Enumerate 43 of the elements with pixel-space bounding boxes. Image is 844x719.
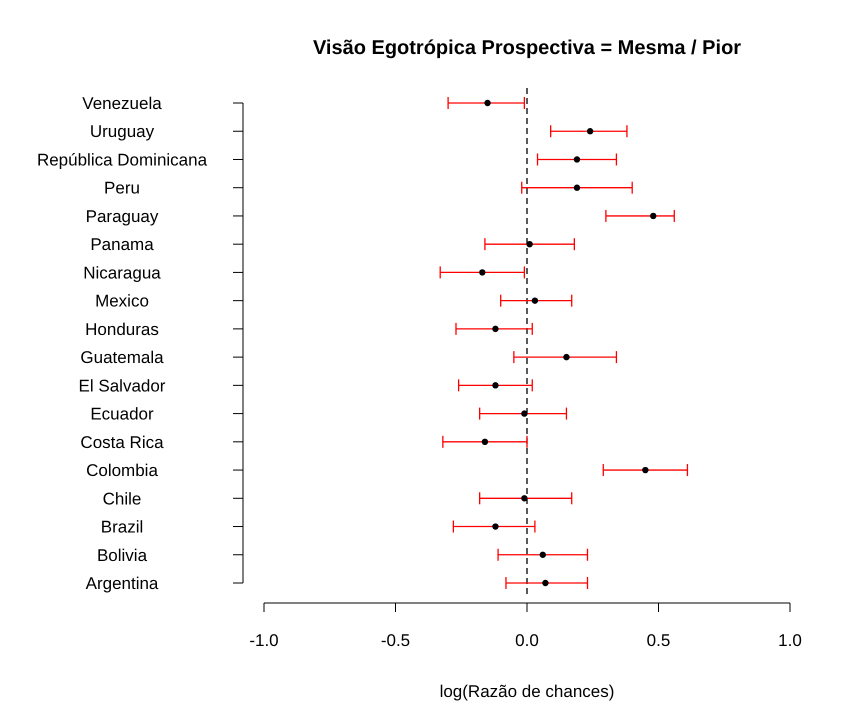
x-tick-label: 0.0 [515,631,539,650]
point [574,156,580,163]
y-tick-label: Guatemala [80,348,164,368]
y-tick-label: Nicaragua [83,263,162,282]
point [521,495,528,502]
x-tick-label: -0.5 [380,631,410,650]
point [540,552,546,558]
y-tick-label: Uruguay [90,122,155,142]
chart-title: Visão Egotrópica Prospectiva = Mesma / Pior [312,37,742,59]
y-tick-label: República Dominicana [36,150,208,170]
point [526,240,533,248]
y-tick-label: Honduras [85,320,159,339]
y-tick-label: El Salvador [78,376,166,396]
point [492,326,499,332]
point [532,297,538,304]
x-tick-label: 0.5 [646,631,670,650]
point [492,382,499,389]
y-tick-label: Mexico [95,292,149,311]
point [650,212,656,220]
y-tick-label: Brazil [100,518,144,537]
point [574,184,580,191]
point [542,580,549,586]
y-tick-label: Bolivia [96,546,148,565]
point [521,410,528,417]
y-tick-label: Chile [102,489,142,508]
y-tick-label: Costa Rica [80,432,164,452]
y-tick-label: Ecuador [90,404,154,424]
y-tick-label: Paraguay [86,206,159,226]
y-tick-label: Argentina [86,574,159,593]
point [586,128,594,134]
x-tick-label: -1.0 [249,631,279,650]
x-axis-title: log(Razão de chances) [440,682,614,701]
point [482,438,488,446]
point [479,269,486,276]
x-tick-label: 1.0 [778,631,802,650]
point [484,100,491,106]
y-tick-label: Venezuela [82,94,162,113]
y-tick-label: Panama [90,235,154,254]
point [642,466,649,474]
point [492,523,499,530]
y-tick-label: Colombia [86,461,158,480]
point [563,354,570,360]
y-tick-label: Peru [104,178,140,198]
